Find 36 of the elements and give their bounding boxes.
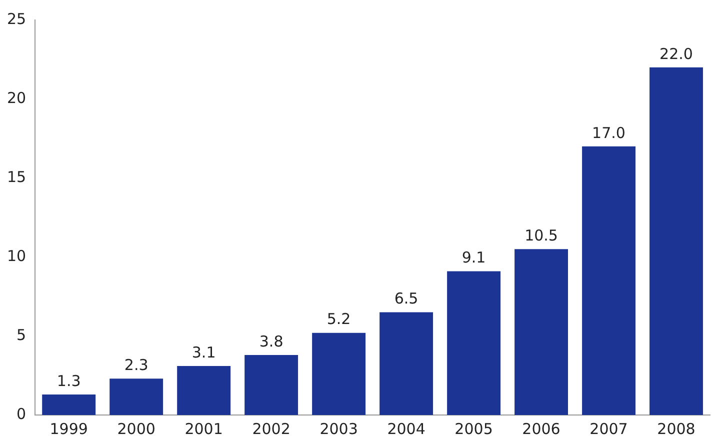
data-label: 3.1 xyxy=(192,343,216,362)
bar xyxy=(650,67,703,415)
y-tick-label: 15 xyxy=(6,168,26,186)
data-label: 22.0 xyxy=(660,44,693,63)
data-label: 5.2 xyxy=(326,310,351,328)
y-tick-label: 0 xyxy=(16,404,26,423)
data-label: 6.5 xyxy=(394,290,418,308)
x-tick-label: 2008 xyxy=(657,420,696,438)
x-tick-label: 2007 xyxy=(590,420,628,438)
bar xyxy=(312,332,366,415)
y-tick-label: 25 xyxy=(6,10,26,28)
bar xyxy=(514,249,568,415)
x-tick-label: 2001 xyxy=(184,420,223,438)
bar xyxy=(177,366,231,415)
data-label: 10.5 xyxy=(524,226,558,244)
x-tick-label: 1999 xyxy=(50,420,88,438)
y-tick-label: 5 xyxy=(16,326,26,344)
bar xyxy=(582,146,636,415)
x-tick-label: 2000 xyxy=(117,420,156,438)
data-label: 17.0 xyxy=(592,124,626,142)
data-label: 9.1 xyxy=(462,248,486,267)
x-tick-label: 2006 xyxy=(522,420,560,438)
bar xyxy=(380,312,434,415)
bar xyxy=(447,271,501,415)
x-tick-label: 2002 xyxy=(252,420,290,438)
bar xyxy=(110,378,164,415)
bar xyxy=(42,394,96,415)
y-tick-label: 20 xyxy=(6,88,26,107)
x-tick-label: 2003 xyxy=(320,420,358,438)
bar xyxy=(244,354,298,415)
data-label: 1.3 xyxy=(56,372,81,390)
x-tick-label: 2004 xyxy=(387,420,426,438)
x-tick-label: 2005 xyxy=(454,420,493,438)
y-tick-label: 10 xyxy=(6,246,26,265)
data-label: 2.3 xyxy=(124,356,148,374)
data-label: 3.8 xyxy=(259,332,284,350)
